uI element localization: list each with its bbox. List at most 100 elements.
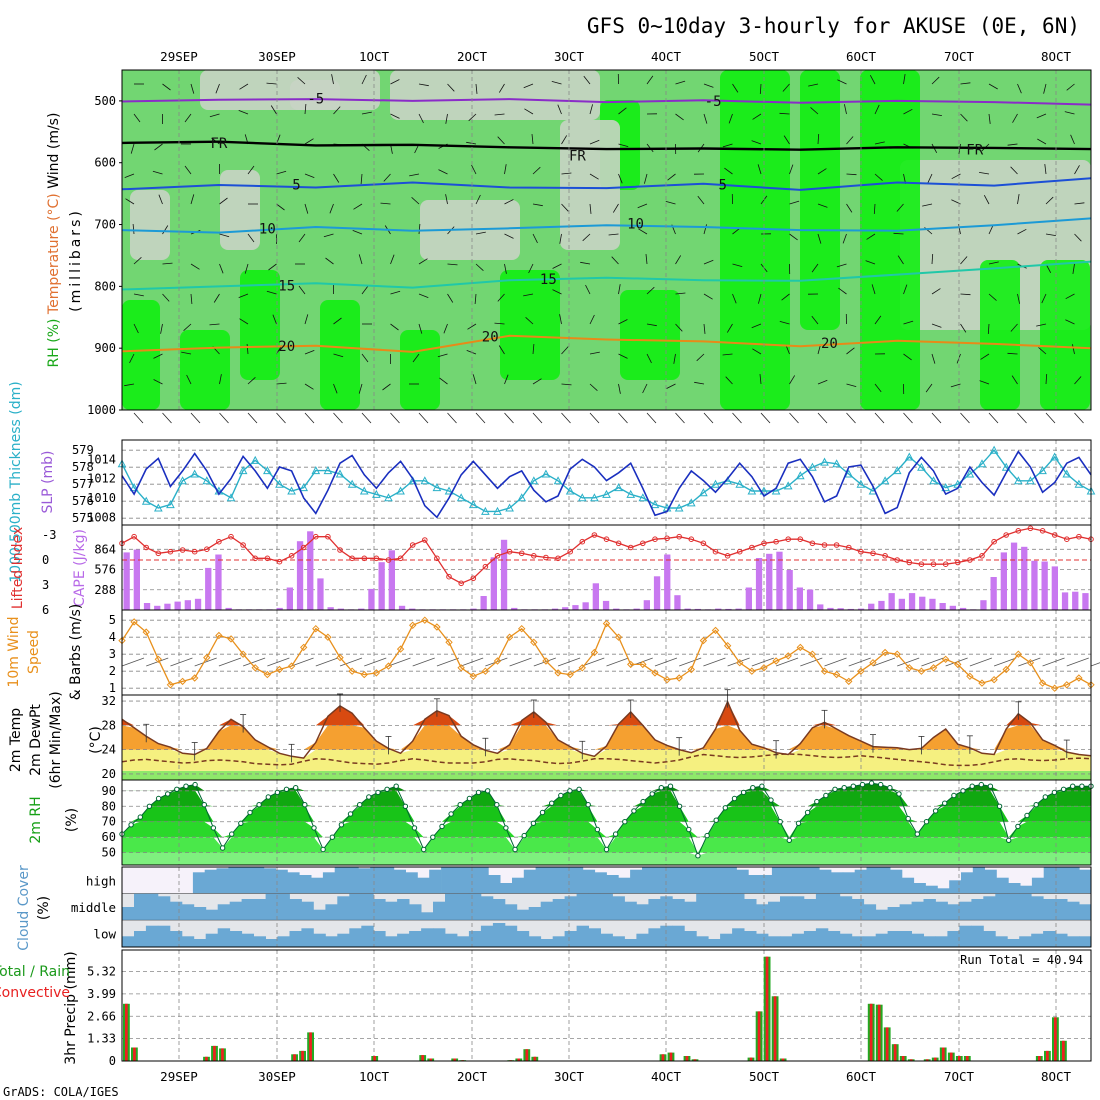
cloud-high-cell [512,877,525,894]
cloud-low-cell [361,925,374,947]
thickness-point [226,493,236,502]
precip-conv-bar [533,1056,537,1061]
wind-barb-surface [1074,412,1084,424]
cape-bar [1041,561,1048,610]
wind-barb [960,82,971,85]
rh2m-point [768,797,774,803]
wind-barb [129,353,135,364]
cloud-middle-cell [409,904,422,921]
wind-speed-point [639,660,647,669]
cloud-low-cell [887,931,900,947]
rh2m-point [320,846,326,853]
cloud-high-cell [204,869,217,894]
wind-barb-10m [582,657,605,667]
wind-barb [618,383,621,394]
li-point [434,555,440,562]
wind-speed-point [445,638,453,647]
wind-speed-point [602,619,611,628]
wind-barb-surface [133,412,144,424]
cape-bar [398,605,406,610]
rh2m-point [622,819,628,825]
cape-bar [817,604,824,610]
cape-bar [388,550,395,610]
cape-bar [939,603,946,610]
cape-bar [174,601,181,610]
wind-barb [703,224,707,235]
cloud-middle-cell [1031,896,1044,921]
wind-barb [1017,228,1027,235]
cloud-middle-cell [911,901,924,921]
wind-barb [675,255,682,265]
cloud-high-cell [748,875,761,894]
cloud-middle-cell [397,899,410,921]
isotherm--5 [121,98,1092,106]
li-point [191,548,198,555]
wind-barb [987,323,990,335]
cloud-frame [121,866,1092,948]
li-point [640,540,646,547]
wind-barb [1065,319,1075,325]
wind-barb [646,323,657,327]
thickness-point [650,500,660,509]
cape-bar [184,600,191,610]
wind-barb-surface [1045,412,1056,424]
cloud-middle-cell [588,893,601,921]
wind-speed-point [481,667,490,675]
cloud-middle-cell [265,893,278,921]
cloud-middle-cell [899,904,912,921]
wind-barb [752,113,762,120]
wind-barb [561,135,568,145]
wind-barb [722,143,733,148]
cloud-high-cell [712,867,726,894]
wind-barb [781,293,790,301]
cloud-high-cell [299,875,312,894]
cloud-high-cell [476,867,489,894]
rh2m-point [311,825,317,831]
thickness-point [917,462,926,471]
contour-label: 20 [278,339,295,355]
wind-barb [154,143,163,151]
li-point [603,536,610,543]
wind-speed-point [457,664,465,672]
wind-barb-10m [824,657,847,667]
li-point [555,555,561,562]
wind-barb [382,383,391,391]
precip-conv-bar [693,1059,697,1061]
cloud-middle-cell [576,893,589,921]
cloud-middle-cell [205,909,219,921]
wind-barb-10m [1090,662,1100,667]
wind-tick-label: 3 [109,647,116,661]
wind-barb [160,323,163,334]
precip-conv-bar [133,1047,136,1061]
wind-barb [238,293,249,298]
cloud-middle-cell [504,904,518,921]
cape-bar [194,598,202,610]
wind-barb [751,140,762,145]
wind-barb [1074,233,1082,242]
wind-barb-surface [190,412,201,424]
wind-barb [153,353,163,359]
wind-barb [183,323,192,331]
cloud-low-cell [540,939,554,947]
cloud-low-cell [971,925,984,947]
rh2m-band [122,806,1091,822]
cloud-high-cell [417,877,430,894]
rh-shade-area [400,330,440,410]
rh2m-point [1006,837,1012,843]
wind-barb [325,257,334,265]
rh2m-point [201,802,208,808]
wind-barb [304,350,315,355]
cloud-middle-cell [768,901,781,921]
thickness-point [1074,479,1084,488]
date-label-bottom: 7OCT [944,1069,975,1084]
wind-barb-10m [775,657,799,667]
wind-barb [983,195,990,205]
wind-barb [732,83,739,93]
wind-barb [703,259,714,265]
thickness-point [444,486,454,495]
wind-speed-point [651,669,659,677]
wind-barb-10m [388,657,411,667]
wind-barb [1038,347,1047,355]
cape-bar [511,607,518,610]
wind-barb [1017,194,1020,205]
